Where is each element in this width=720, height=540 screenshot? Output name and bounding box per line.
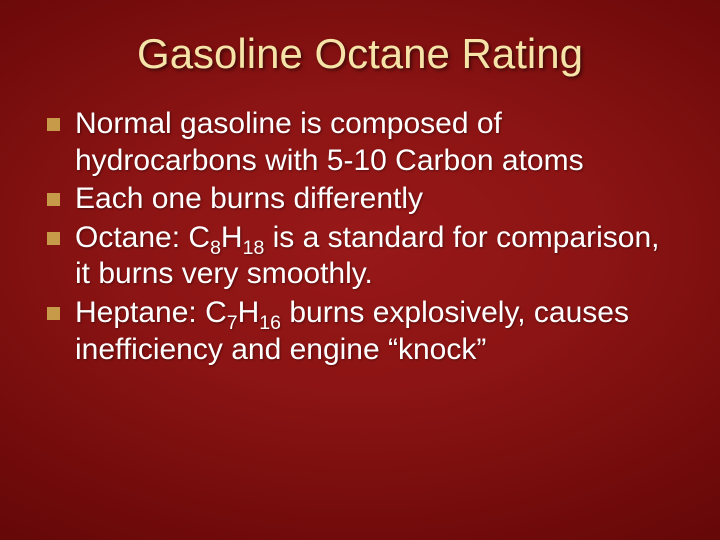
list-item: Heptane: C7H16 burns explosively, causes… <box>45 295 675 368</box>
bullet-text-pre: Octane: C <box>75 221 210 254</box>
bullet-square-icon <box>47 118 60 131</box>
formula-mid: H <box>221 221 243 254</box>
bullet-text-pre: Heptane: C <box>75 296 227 329</box>
formula-subscript: 16 <box>259 312 281 334</box>
list-item: Each one burns differently <box>45 181 675 218</box>
bullet-square-icon <box>47 193 60 206</box>
bullet-text: Each one burns differently <box>75 182 423 215</box>
formula-subscript: 7 <box>227 312 238 334</box>
list-item: Octane: C8H18 is a standard for comparis… <box>45 220 675 293</box>
formula-mid: H <box>238 296 260 329</box>
slide: Gasoline Octane Rating Normal gasoline i… <box>0 0 720 540</box>
slide-title: Gasoline Octane Rating <box>45 30 675 78</box>
bullet-list: Normal gasoline is composed of hydrocarb… <box>45 106 675 368</box>
list-item: Normal gasoline is composed of hydrocarb… <box>45 106 675 179</box>
bullet-square-icon <box>47 232 60 245</box>
formula-subscript: 8 <box>210 237 221 259</box>
formula-subscript: 18 <box>243 237 265 259</box>
bullet-square-icon <box>47 307 60 320</box>
bullet-text: Normal gasoline is composed of hydrocarb… <box>75 107 584 177</box>
